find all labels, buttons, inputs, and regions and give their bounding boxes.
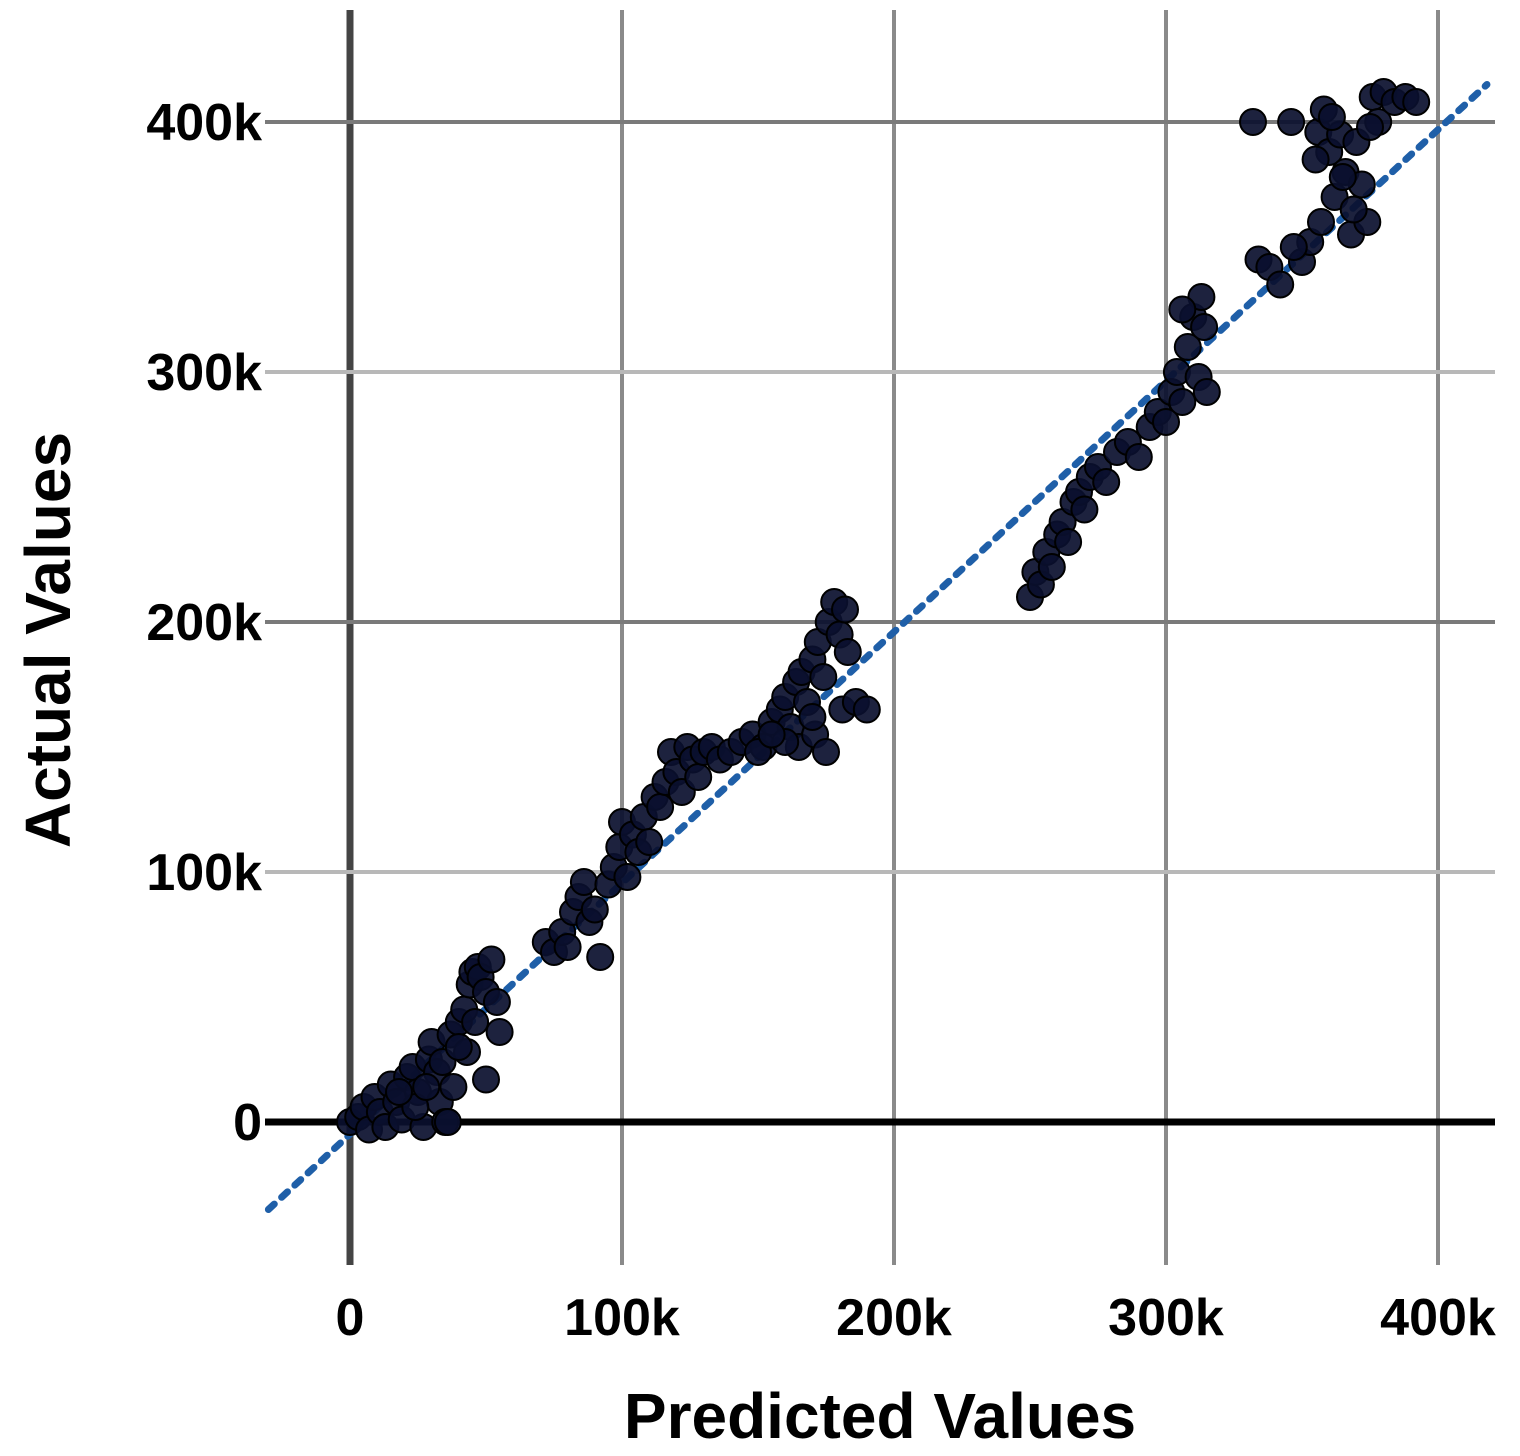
data-point xyxy=(1152,408,1180,436)
data-point xyxy=(1168,295,1197,324)
x-tick-label: 200k xyxy=(836,1289,952,1347)
y-tick-label: 200k xyxy=(146,594,262,652)
data-point xyxy=(1192,378,1221,406)
data-point xyxy=(1054,528,1083,556)
data-point xyxy=(1124,443,1153,471)
y-tick-label: 300k xyxy=(146,344,262,402)
data-point xyxy=(852,695,881,724)
data-point xyxy=(809,663,838,691)
data-point xyxy=(1317,103,1346,131)
data-point xyxy=(1168,388,1197,416)
data-point xyxy=(684,763,713,791)
x-tick-label: 100k xyxy=(564,1289,680,1347)
x-tick-label: 400k xyxy=(1380,1289,1496,1347)
data-point xyxy=(1301,145,1330,174)
data-point xyxy=(833,638,862,666)
data-point xyxy=(385,1078,413,1106)
x-axis-title: Predicted Values xyxy=(624,1380,1136,1452)
data-point xyxy=(553,933,582,961)
x-tick-label: 300k xyxy=(1108,1289,1224,1347)
data-point xyxy=(757,720,786,749)
data-point xyxy=(439,1073,468,1101)
data-point xyxy=(1037,553,1066,581)
y-tick-label: 400k xyxy=(146,94,262,152)
data-point xyxy=(635,828,664,856)
data-point xyxy=(444,1033,473,1061)
data-point xyxy=(1277,108,1306,136)
data-point xyxy=(472,1065,500,1094)
data-point xyxy=(1239,108,1267,136)
data-point xyxy=(1279,233,1308,261)
data-point xyxy=(412,1073,441,1101)
x-tick-label: 0 xyxy=(336,1289,365,1347)
data-point xyxy=(1190,313,1219,341)
data-point xyxy=(1328,163,1357,191)
data-points xyxy=(336,78,1431,1144)
data-point xyxy=(477,945,506,974)
data-point xyxy=(1173,333,1202,361)
data-point xyxy=(1092,468,1121,496)
data-point xyxy=(433,1108,462,1136)
data-point xyxy=(586,943,615,971)
data-point xyxy=(1307,208,1335,236)
data-point xyxy=(798,703,827,731)
data-point xyxy=(1339,195,1368,224)
tick-labels: 0 100k 200k 300k 400k 0 100k 200k 300k 400k xyxy=(146,94,1496,1347)
data-point xyxy=(1070,495,1099,524)
y-tick-label: 0 xyxy=(233,1094,262,1152)
data-point xyxy=(461,1008,490,1036)
data-point xyxy=(569,868,598,896)
data-point xyxy=(580,895,609,924)
data-point xyxy=(831,595,859,624)
data-point xyxy=(812,738,840,766)
data-point xyxy=(1402,88,1431,116)
data-point xyxy=(482,988,511,1016)
data-point xyxy=(1266,270,1295,299)
y-axis-title: Actual Values xyxy=(12,432,84,848)
y-tick-label: 100k xyxy=(146,844,262,902)
data-point xyxy=(613,863,642,891)
data-point xyxy=(1356,113,1384,141)
data-point xyxy=(485,1018,514,1046)
